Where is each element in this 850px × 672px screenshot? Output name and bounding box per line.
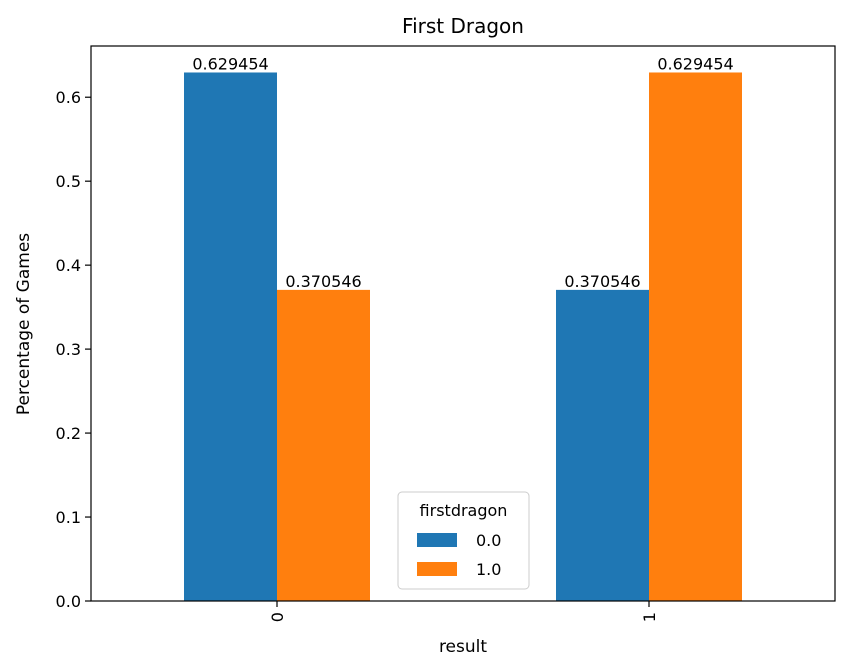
legend-title: firstdragon [420, 501, 508, 520]
legend-entry: 1.0 [476, 560, 501, 579]
y-tick-label: 0.1 [56, 508, 81, 527]
legend-swatch [417, 533, 457, 547]
y-tick-label: 0.5 [56, 172, 81, 191]
plot-area: 0.629454 0.370546 0.370546 0.629454 0.0 0.1 0.… [56, 45, 836, 622]
legend: firstdragon 0.0 1.0 [397, 491, 530, 590]
x-tick-label: 1 [640, 612, 659, 622]
data-label: 0.370546 [285, 272, 361, 291]
legend-swatch [417, 562, 457, 576]
legend-entry: 0.0 [476, 531, 501, 550]
data-label: 0.629454 [192, 54, 268, 73]
bar-series-0-cat-1 [556, 289, 649, 601]
chart-title: First Dragon [402, 14, 524, 38]
y-tick-label: 0.3 [56, 340, 81, 359]
data-label: 0.629454 [657, 54, 733, 73]
bar-series-0-cat-0 [184, 72, 277, 601]
x-axis-label: result [439, 637, 487, 657]
data-label: 0.370546 [564, 272, 640, 291]
bar-series-1-cat-0 [277, 289, 370, 601]
y-axis-label: Percentage of Games [14, 233, 34, 415]
y-tick-label: 0.0 [56, 592, 81, 611]
y-tick-label: 0.6 [56, 88, 81, 107]
y-tick-label: 0.2 [56, 424, 81, 443]
x-tick-label: 0 [268, 612, 287, 622]
y-tick-label: 0.4 [56, 256, 81, 275]
plot-frame [90, 45, 836, 602]
bar-series-1-cat-1 [649, 72, 742, 601]
